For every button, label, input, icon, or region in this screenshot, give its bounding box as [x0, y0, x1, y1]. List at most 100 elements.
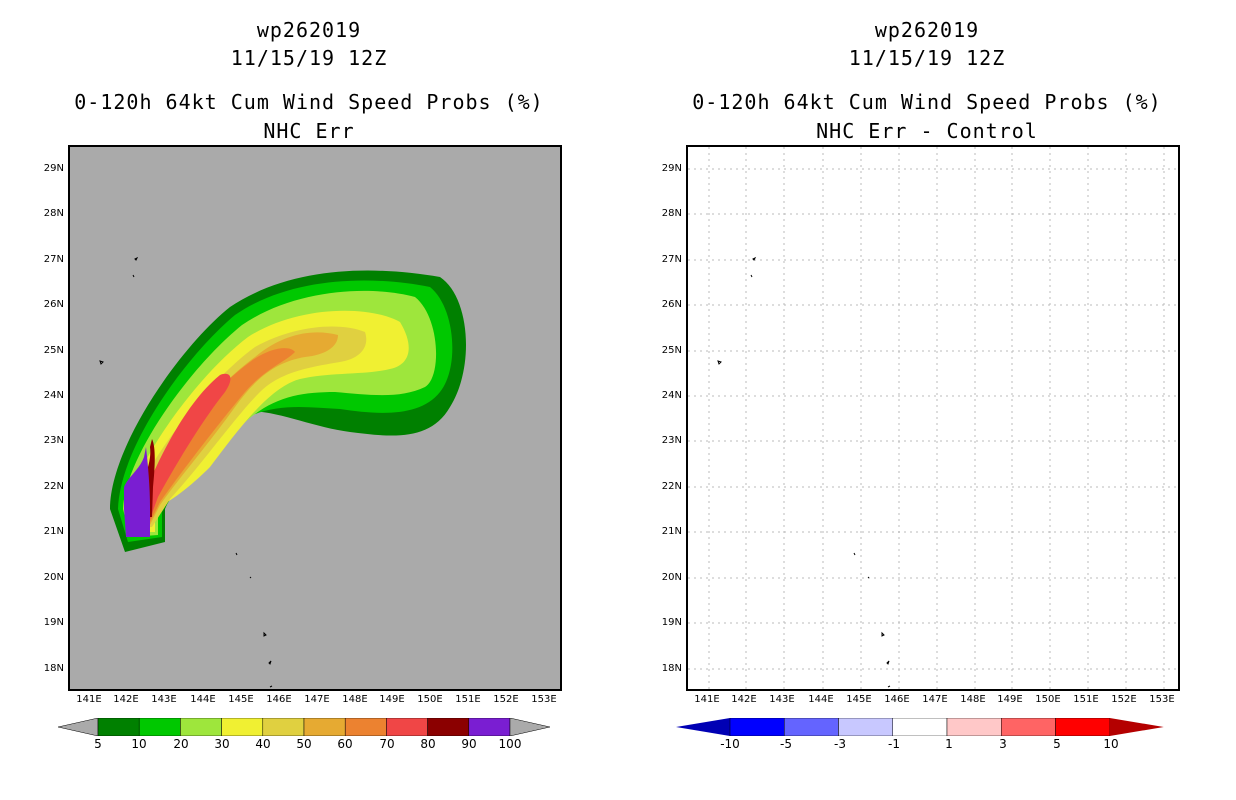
- difference-map: [686, 145, 1180, 691]
- lat-label: 28N: [661, 208, 682, 219]
- lat-label: 28N: [43, 208, 64, 219]
- lon-label: 141E: [694, 694, 720, 705]
- lat-label: 20N: [661, 572, 682, 583]
- colorbar-cell: [784, 718, 839, 736]
- colorbar-end-high: [1109, 718, 1164, 736]
- contour-100: [124, 447, 150, 537]
- difference-colorbar: [676, 718, 1164, 736]
- lat-label: 25N: [43, 345, 64, 356]
- storm-id-title: wp262019: [256, 18, 362, 42]
- left-panel: wp262019 11/15/19 12Z 0-120h 64kt Cum Wi…: [43, 18, 562, 751]
- product-title: 0-120h 64kt Cum Wind Speed Probs (%): [74, 90, 544, 114]
- lat-label: 20N: [43, 572, 64, 583]
- lon-label: 148E: [342, 694, 368, 705]
- cb-label: 10: [131, 737, 147, 751]
- cb-label: 60: [337, 737, 353, 751]
- lon-label: 151E: [455, 694, 481, 705]
- cb-label: 10: [1103, 737, 1119, 751]
- cb-label: 100: [498, 737, 522, 751]
- lon-label: 142E: [113, 694, 139, 705]
- lon-label: 143E: [151, 694, 177, 705]
- contour-30: [128, 310, 409, 532]
- cb-label: -1: [888, 737, 900, 751]
- lon-label: 143E: [769, 694, 795, 705]
- lat-label: 19N: [43, 617, 64, 628]
- colorbar-cell: [344, 718, 387, 736]
- lat-label: 24N: [43, 390, 64, 401]
- probability-map: [68, 145, 562, 691]
- colorbar-cell: [138, 718, 181, 736]
- right-panel: wp262019 11/15/19 12Z 0-120h 64kt Cum Wi…: [618, 0, 1236, 800]
- colorbar-cell: [838, 718, 893, 736]
- cb-label: 5: [94, 737, 102, 751]
- subtitle: NHC Err - Control: [816, 119, 1038, 143]
- lat-label: 23N: [661, 435, 682, 446]
- lon-label: 145E: [846, 694, 872, 705]
- colorbar-cell: [729, 718, 785, 736]
- lat-label: 26N: [661, 299, 682, 310]
- lat-label: 23N: [43, 435, 64, 446]
- cb-label: 20: [173, 737, 189, 751]
- product-title: 0-120h 64kt Cum Wind Speed Probs (%): [692, 90, 1162, 114]
- lon-label: 152E: [1111, 694, 1137, 705]
- lon-label: 153E: [1149, 694, 1175, 705]
- colorbar-cell: [262, 718, 305, 736]
- island-outlines: [99, 256, 273, 688]
- colorbar-cell: [468, 718, 511, 736]
- cb-label: 80: [420, 737, 436, 751]
- colorbar-cell: [386, 718, 428, 736]
- lon-label: 150E: [1035, 694, 1061, 705]
- colorbar-cell: [946, 718, 1002, 736]
- lon-label: 148E: [960, 694, 986, 705]
- lon-label: 147E: [922, 694, 948, 705]
- date-title: 11/15/19 12Z: [848, 46, 1006, 70]
- cb-label: -10: [720, 737, 740, 751]
- probability-contours: [99, 256, 467, 688]
- lon-label: 141E: [76, 694, 102, 705]
- lon-label: 146E: [884, 694, 910, 705]
- colorbar-cell: [1001, 718, 1056, 736]
- cb-label: 3: [999, 737, 1007, 751]
- lat-label: 19N: [661, 617, 682, 628]
- cb-label: 1: [945, 737, 953, 751]
- lon-label: 152E: [493, 694, 519, 705]
- lon-label: 151E: [1073, 694, 1099, 705]
- lat-label: 26N: [43, 299, 64, 310]
- lat-label: 29N: [661, 163, 682, 174]
- cb-label: 90: [461, 737, 477, 751]
- cb-label: -3: [834, 737, 846, 751]
- lon-label: 149E: [997, 694, 1023, 705]
- contour-70: [140, 373, 231, 519]
- lon-label: 142E: [731, 694, 757, 705]
- cb-label: 50: [296, 737, 312, 751]
- lat-label: 22N: [661, 481, 682, 492]
- storm-id-title: wp262019: [874, 18, 980, 42]
- colorbar-cell: [303, 718, 346, 736]
- lat-label: 18N: [661, 663, 682, 674]
- date-title: 11/15/19 12Z: [230, 46, 388, 70]
- cb-label: 5: [1053, 737, 1061, 751]
- lon-label: 150E: [417, 694, 443, 705]
- colorbar-cell: [892, 718, 948, 736]
- colorbar-cell: [427, 718, 470, 736]
- lon-label: 146E: [266, 694, 292, 705]
- cb-label: 70: [379, 737, 395, 751]
- lon-label: 144E: [808, 694, 834, 705]
- subtitle: NHC Err: [263, 119, 355, 143]
- lon-label: 145E: [228, 694, 254, 705]
- cb-label: 40: [255, 737, 271, 751]
- probability-colorbar: [58, 718, 551, 736]
- colorbar-cell: [180, 718, 222, 736]
- colorbar-end-low: [676, 718, 730, 736]
- lat-label: 27N: [43, 254, 64, 265]
- lat-label: 27N: [661, 254, 682, 265]
- colorbar-cell: [1055, 718, 1110, 736]
- lat-label: 25N: [661, 345, 682, 356]
- lon-label: 153E: [531, 694, 557, 705]
- lon-label: 147E: [304, 694, 330, 705]
- lat-label: 21N: [661, 526, 682, 537]
- cb-label: -5: [780, 737, 792, 751]
- cb-label: 30: [214, 737, 230, 751]
- lat-label: 29N: [43, 163, 64, 174]
- lat-label: 18N: [43, 663, 64, 674]
